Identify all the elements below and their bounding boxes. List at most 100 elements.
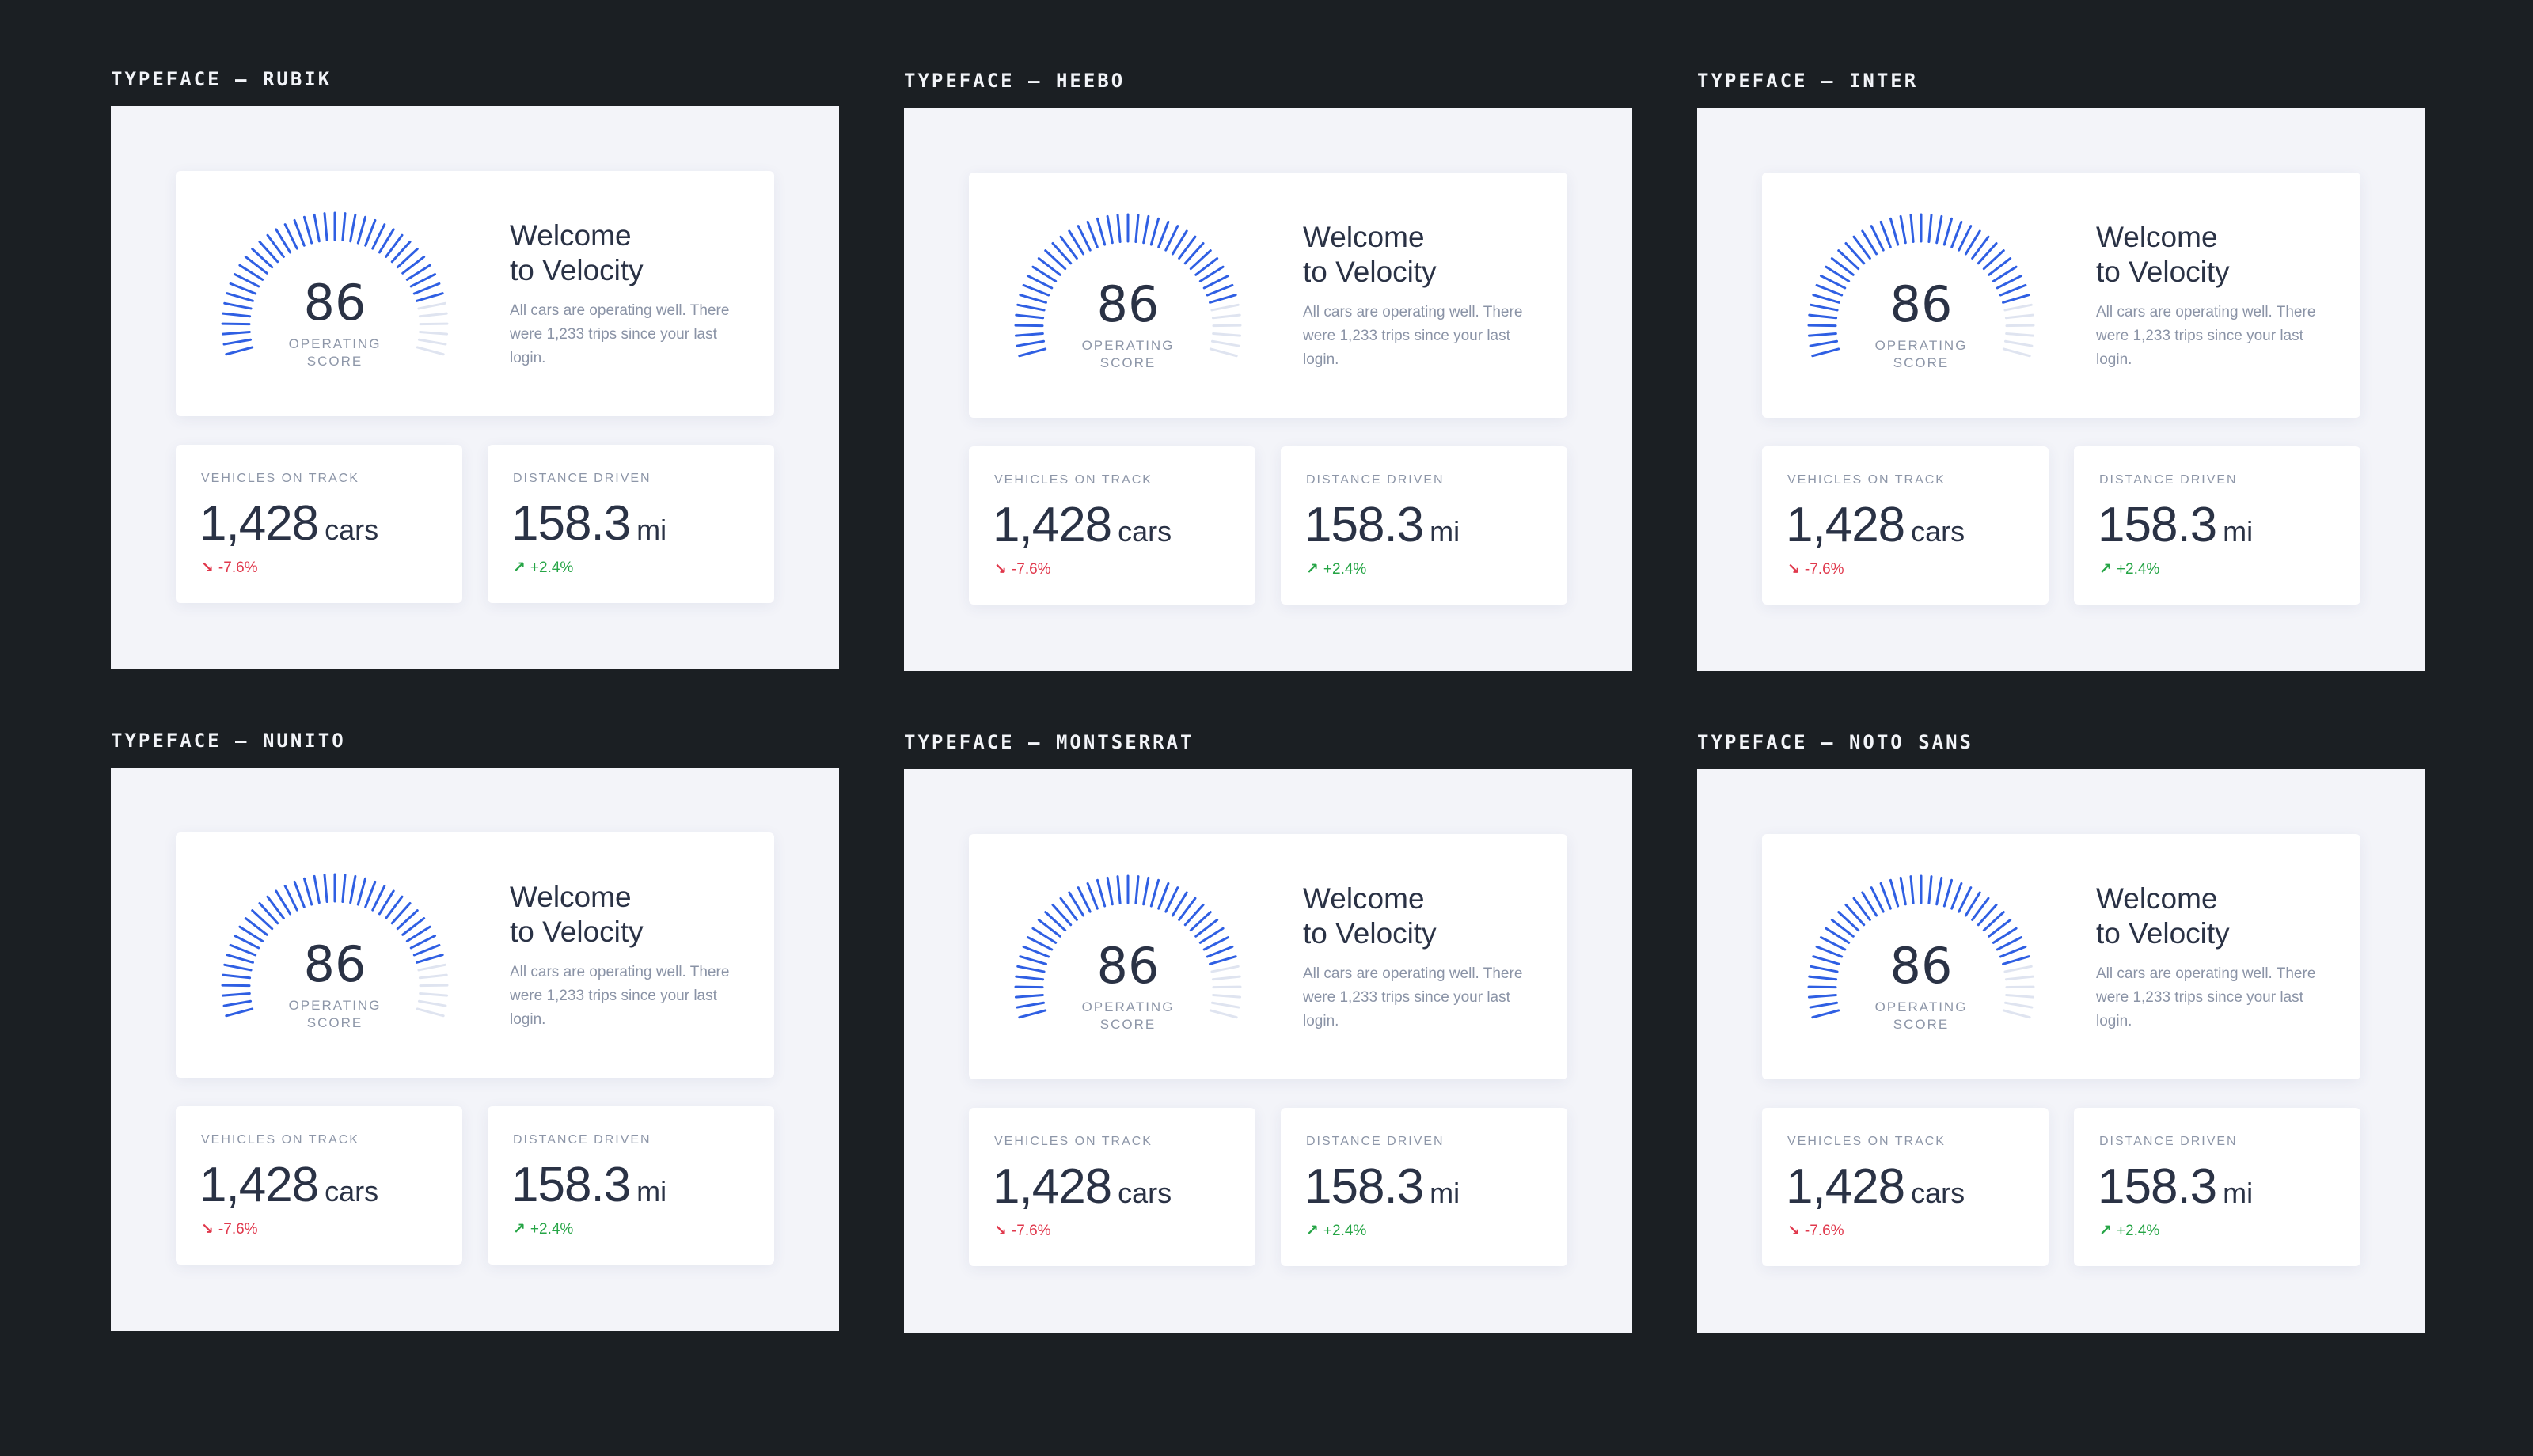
stat-unit: mi (636, 1175, 667, 1208)
gauge-tick (2002, 955, 2030, 965)
dashboard-preview: 86 OPERATING SCORE Welcome to Velocity A… (1697, 769, 2425, 1333)
gauge-tick (1178, 897, 1197, 921)
gauge-tick (1086, 882, 1099, 910)
gauge-tick (238, 925, 264, 942)
score-label-line2: SCORE (306, 354, 363, 369)
gauge-tick (1861, 891, 1878, 917)
gauge-tick (302, 877, 313, 906)
stat-unit: mi (2223, 515, 2254, 548)
welcome-title-line2: to Velocity (2096, 917, 2230, 950)
gauge-tick (1068, 891, 1085, 917)
arrow-down-right-icon: ↘ (994, 561, 1007, 578)
score-label: OPERATING SCORE (268, 997, 402, 1032)
gauge-tick (293, 880, 306, 908)
gauge-tick (1950, 220, 1963, 248)
gauge-tick (418, 973, 448, 980)
stat-unit: cars (1118, 1177, 1172, 1209)
gauge-tick (2005, 993, 2035, 999)
gauge-tick (417, 999, 447, 1007)
gauge-tick (1183, 241, 1205, 265)
gauge-tick (1206, 945, 1234, 958)
vehicles-on-track-card: VEHICLES ON TRACK 1,428 cars ↘ -7.6% (1762, 1108, 2049, 1266)
stat-number: 1,428 (1786, 1159, 1905, 1214)
gauge-tick (302, 215, 313, 245)
arrow-down-right-icon: ↘ (201, 1221, 214, 1238)
stat-unit: cars (1911, 1177, 1965, 1209)
gauge-tick (1022, 945, 1050, 958)
operating-score-gauge (1014, 874, 1242, 1019)
gauge-tick (1942, 878, 1954, 908)
stat-change: ↗ +2.4% (1306, 1222, 1366, 1240)
gauge-tick (418, 312, 448, 318)
stat-change-value: +2.4% (2116, 1223, 2160, 1239)
gauge-tick (1852, 897, 1871, 921)
gauge-tick (1198, 265, 1225, 282)
gauge-tick (364, 218, 377, 247)
gauge-tick (1977, 903, 1998, 927)
gauge-tick (222, 973, 252, 980)
welcome-card: 86 OPERATING SCORE Welcome to Velocity A… (1762, 173, 2360, 418)
stat-value-row: 1,428 cars (1786, 1158, 1965, 1215)
gauge-tick (223, 963, 253, 972)
welcome-title: Welcome to Velocity (510, 880, 763, 950)
welcome-title: Welcome to Velocity (1303, 220, 1556, 290)
stat-label: VEHICLES ON TRACK (1787, 1135, 1946, 1148)
gauge-tick (416, 1007, 445, 1018)
gauge-tick (1031, 927, 1058, 944)
gauge-tick (258, 901, 279, 925)
stat-number: 1,428 (1786, 498, 1905, 552)
gauge-tick (1183, 903, 1205, 927)
gauge-tick (1935, 214, 1943, 245)
gauge-tick (409, 273, 437, 288)
gauge-tick (225, 346, 254, 356)
gauge-tick (1210, 965, 1240, 973)
score-value: 86 (303, 274, 366, 332)
welcome-title-line1: Welcome (510, 219, 632, 252)
arrow-down-right-icon: ↘ (1787, 1223, 1800, 1239)
gauge-tick (1927, 214, 1933, 243)
stat-change: ↘ -7.6% (994, 560, 1051, 578)
gauge-tick (1202, 936, 1230, 951)
gauge-tick (1807, 993, 1837, 999)
stat-unit: mi (1430, 1177, 1460, 1209)
stat-change-value: -7.6% (1011, 561, 1051, 578)
distance-driven-card: DISTANCE DRIVEN 158.3 mi ↗ +2.4% (2074, 446, 2360, 605)
score-label-line1: OPERATING (288, 336, 382, 351)
gauge-tick (1157, 220, 1170, 248)
gauge-tick (1134, 875, 1140, 904)
welcome-title-line2: to Velocity (1303, 256, 1437, 288)
gauge-tick (416, 292, 444, 302)
gauge-tick (222, 312, 252, 318)
welcome-title-line2: to Velocity (510, 916, 644, 948)
gauge-tick (1059, 235, 1078, 260)
gauge-tick (1210, 303, 1240, 312)
stat-change: ↗ +2.4% (513, 1220, 573, 1238)
gauge-tick (229, 282, 257, 295)
stat-change-value: -7.6% (1804, 561, 1844, 578)
gauge-tick (419, 992, 449, 997)
gauge-tick (1964, 229, 1981, 256)
stat-number: 158.3 (2098, 1159, 2217, 1214)
stat-change-value: +2.4% (2116, 561, 2160, 578)
gauge-tick (341, 874, 347, 903)
gauge-tick (1935, 876, 1943, 906)
gauge-tick (1988, 919, 2012, 938)
gauge-tick (378, 228, 395, 254)
gauge-tick (1018, 1009, 1047, 1019)
stat-label: VEHICLES ON TRACK (1787, 473, 1946, 487)
score-label-line1: OPERATING (1874, 999, 1968, 1014)
gauge-tick (349, 874, 357, 904)
gauge-tick (1086, 220, 1099, 248)
gauge-tick (226, 292, 254, 302)
gauge-tick (1812, 955, 1840, 965)
gauge-tick (258, 240, 279, 264)
welcome-message: All cars are operating well. There were … (1303, 965, 1523, 1029)
welcome-message: All cars are operating well. There were … (510, 302, 730, 366)
gauge-tick (1209, 955, 1237, 965)
gauge-tick (412, 943, 441, 957)
gauge-tick (416, 954, 444, 964)
stat-number: 158.3 (511, 1158, 631, 1212)
gauge-tick (266, 895, 285, 919)
stat-value-row: 1,428 cars (199, 495, 378, 552)
arrow-up-right-icon: ↗ (2099, 561, 2112, 578)
